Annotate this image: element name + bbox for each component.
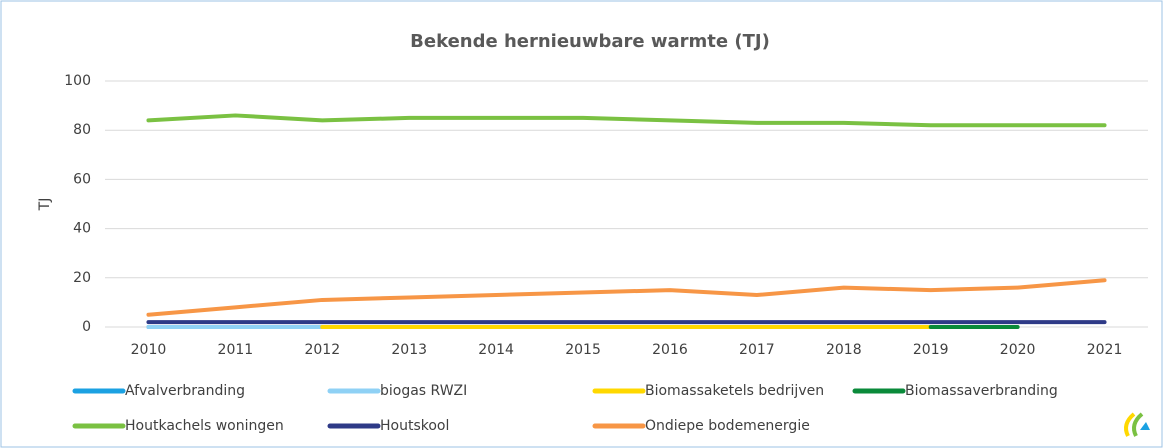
chart-title: Bekende hernieuwbare warmte (TJ) [410, 31, 770, 52]
line-series [146, 278, 1107, 317]
x-tick-label: 2020 [1000, 342, 1036, 358]
y-axis-label: TJ [37, 198, 53, 212]
x-tick-label: 2012 [304, 342, 340, 358]
y-tick-label: 80 [73, 122, 91, 138]
legend-label: Houtskool [380, 418, 449, 434]
y-tick-label: 100 [64, 73, 91, 89]
legend-label: Biomassaketels bedrijven [645, 383, 824, 399]
legend-label: Biomassaverbranding [905, 383, 1058, 399]
x-tick-label: 2014 [478, 342, 514, 358]
legend-label: Ondiepe bodemenergie [645, 418, 810, 434]
x-tick-label: 2010 [131, 342, 167, 358]
y-tick-label: 20 [73, 270, 91, 286]
y-tick-label: 0 [82, 319, 91, 335]
y-tick-label: 40 [73, 221, 91, 237]
line-series [146, 113, 1107, 128]
x-tick-label: 2019 [913, 342, 949, 358]
y-tick-label: 60 [73, 171, 91, 187]
x-tick-label: 2016 [652, 342, 688, 358]
x-tick-label: 2015 [565, 342, 601, 358]
x-tick-label: 2017 [739, 342, 775, 358]
legend-label: Afvalverbranding [125, 383, 245, 399]
legend-label: biogas RWZI [380, 383, 467, 399]
legend-label: Houtkachels woningen [125, 418, 284, 434]
x-tick-label: 2013 [391, 342, 427, 358]
x-tick-label: 2011 [218, 342, 254, 358]
x-tick-label: 2021 [1087, 342, 1123, 358]
x-tick-label: 2018 [826, 342, 862, 358]
logo [1124, 412, 1150, 437]
